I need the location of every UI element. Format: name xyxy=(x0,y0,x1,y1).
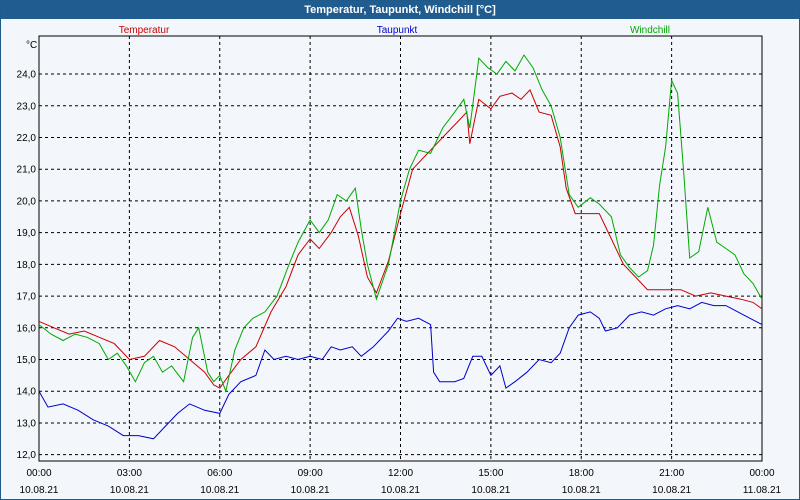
y-tick-label: 16,0 xyxy=(17,323,37,334)
legend-temperatur: Temperatur xyxy=(119,25,170,36)
legend: Temperatur Taupunkt Windchill xyxy=(119,25,670,36)
y-tick-label: 21,0 xyxy=(17,165,37,176)
x-tick-date: 10.08.21 xyxy=(110,485,149,496)
series-line-temperatur xyxy=(38,88,763,389)
y-tick-label: 22,0 xyxy=(17,133,37,144)
plot-area-frame xyxy=(38,35,763,462)
x-tick-time: 06:00 xyxy=(207,468,232,479)
x-tick-date: 10.08.21 xyxy=(562,485,601,496)
x-tick-time: 12:00 xyxy=(388,468,413,479)
y-tick-label: 17,0 xyxy=(17,292,37,303)
y-tick-label: 20,0 xyxy=(17,196,37,207)
x-tick-time: 00:00 xyxy=(749,468,774,479)
x-tick-date: 10.08.21 xyxy=(381,485,420,496)
y-tick-label: 18,0 xyxy=(17,260,37,271)
x-tick-time: 09:00 xyxy=(298,468,323,479)
grid xyxy=(39,36,762,461)
window-title: Temperatur, Taupunkt, Windchill [°C] xyxy=(1,1,799,19)
axes: 12,0 13,0 14,0 15,0 16,0 17,0 18,0 19,0 20,0 21,0… xyxy=(17,40,782,496)
x-tick-time: 15:00 xyxy=(478,468,503,479)
legend-windchill: Windchill xyxy=(630,25,670,36)
x-tick-date: 10.08.21 xyxy=(652,485,691,496)
y-tick-label: 23,0 xyxy=(17,101,37,112)
x-tick-date: 10.08.21 xyxy=(291,485,330,496)
x-tick-time: 03:00 xyxy=(117,468,142,479)
series-line-taupunkt xyxy=(38,301,763,440)
y-axis-unit: °C xyxy=(26,40,37,51)
x-tick-date: 10.08.21 xyxy=(471,485,510,496)
x-tick-date: 10.08.21 xyxy=(200,485,239,496)
x-tick-time: 00:00 xyxy=(26,468,51,479)
series-lines xyxy=(38,54,763,440)
y-tick-label: 24,0 xyxy=(17,70,37,81)
series-line-windchill xyxy=(38,54,763,393)
y-tick-label: 14,0 xyxy=(17,387,37,398)
y-tick-label: 19,0 xyxy=(17,228,37,239)
x-tick-date: 11.08.21 xyxy=(743,485,782,496)
legend-taupunkt: Taupunkt xyxy=(377,25,418,36)
x-tick-date: 10.08.21 xyxy=(20,485,59,496)
y-tick-label: 13,0 xyxy=(17,418,37,429)
y-tick-label: 12,0 xyxy=(17,450,37,461)
y-tick-label: 15,0 xyxy=(17,355,37,366)
x-tick-time: 18:00 xyxy=(569,468,594,479)
x-tick-time: 21:00 xyxy=(659,468,684,479)
